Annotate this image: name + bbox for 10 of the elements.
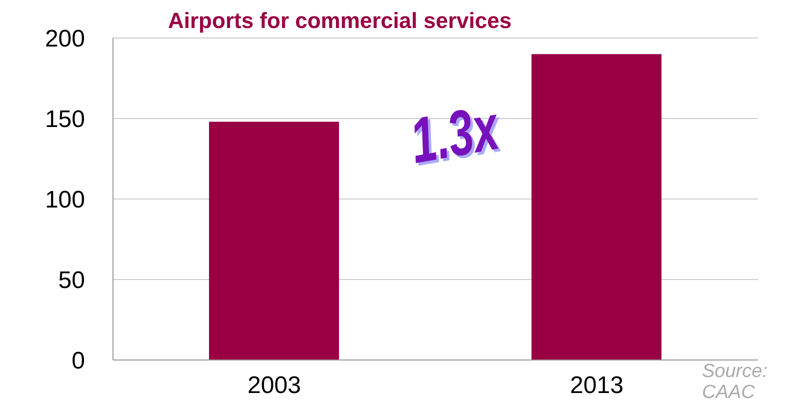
y-tick-label: 150 (44, 106, 85, 134)
source-note: Source: CAAC (702, 361, 768, 404)
annotation: 1.3x (405, 90, 504, 178)
y-tick-label: 50 (58, 267, 85, 294)
y-tick-label: 200 (44, 26, 85, 53)
x-tick-label: 2013 (570, 372, 624, 400)
chart-title: Airports for commercial services (168, 8, 512, 34)
y-tick-label: 100 (44, 186, 85, 214)
y-tick-label: 0 (72, 348, 85, 375)
x-tick-label: 2003 (248, 372, 301, 400)
